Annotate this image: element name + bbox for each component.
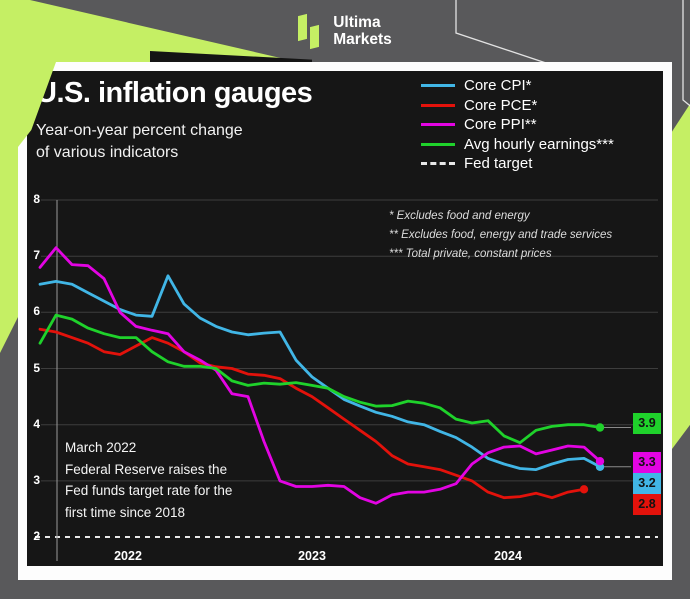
chart-panel: U.S. inflation gauges Year-on-year perce… <box>27 71 663 566</box>
logo-line1: Ultima <box>333 14 381 31</box>
legend-item-core-ppi: Core PPI** <box>421 115 614 135</box>
legend-item-core-cpi: Core CPI* <box>421 76 614 96</box>
legend-item-earnings: Avg hourly earnings*** <box>421 135 614 155</box>
legend-label: Avg hourly earnings*** <box>464 135 614 153</box>
y-axis-tick-4: 4 <box>33 417 40 431</box>
value-label-earnings: 3.9 <box>633 413 661 434</box>
legend-swatch-core-pce <box>421 103 455 107</box>
legend-swatch-core-cpi <box>421 84 455 88</box>
legend-swatch-core-ppi <box>421 123 455 127</box>
event-annotation: March 2022 Federal Reserve raises the Fe… <box>65 437 295 523</box>
ultima-markets-logo: Ultima Markets <box>298 12 392 50</box>
lime-strip-left <box>0 62 18 353</box>
y-axis-tick-3: 3 <box>33 473 40 487</box>
legend-label: Core PPI** <box>464 116 537 134</box>
value-label-core-pce: 2.8 <box>633 494 661 515</box>
x-axis-tick-2024: 2024 <box>494 549 522 563</box>
legend-label: Core CPI* <box>464 77 532 95</box>
x-axis-tick-2023: 2023 <box>298 549 326 563</box>
legend-item-core-pce: Core PCE* <box>421 96 614 116</box>
chart-subtitle-line2: of various indicators <box>36 144 179 161</box>
value-label-core-ppi: 3.3 <box>633 452 661 473</box>
legend-swatch-earnings <box>421 142 455 146</box>
chart-subtitle-line1: Year-on-year percent change <box>36 122 243 139</box>
annotation-line4: first time since 2018 <box>65 504 186 520</box>
y-axis-tick-5: 5 <box>33 361 40 375</box>
chart-frame: U.S. inflation gauges Year-on-year perce… <box>18 62 672 580</box>
logo-line2: Markets <box>333 31 392 48</box>
logo-bar-left <box>298 13 308 42</box>
legend-label: Core PCE* <box>464 96 538 114</box>
logo-bar-right <box>310 24 320 50</box>
footnote-3: *** Total private, constant prices <box>389 248 552 260</box>
brand-header: Ultima Markets <box>0 0 690 62</box>
chart-footnotes: * Excludes food and energy ** Excludes f… <box>389 207 612 264</box>
legend-swatch-fed-target-dashed <box>421 162 455 166</box>
annotation-line3: Fed funds target rate for the <box>65 483 233 498</box>
annotation-line2: Federal Reserve raises the <box>65 461 228 477</box>
dark-ribbon-edge <box>150 51 312 62</box>
value-label-core-cpi: 3.2 <box>633 473 661 494</box>
chart-subtitle: Year-on-year percent change of various i… <box>36 120 243 164</box>
legend-item-fed-target: Fed target <box>421 154 614 174</box>
y-axis-tick-6: 6 <box>33 304 40 318</box>
annotation-line1: March 2022 <box>65 440 137 455</box>
y-axis-tick-8: 8 <box>33 192 40 206</box>
legend-label: Fed target <box>464 155 533 173</box>
logo-wordmark: Ultima Markets <box>333 14 392 48</box>
y-axis-tick-7: 7 <box>33 248 40 262</box>
footnote-2: ** Excludes food, energy and trade servi… <box>389 229 613 241</box>
x-axis-tick-2022: 2022 <box>114 549 142 563</box>
ultima-markets-logo-icon <box>298 12 324 50</box>
footnote-1: * Excludes food and energy <box>389 210 530 222</box>
y-axis-tick-2: 2 <box>33 529 40 543</box>
lime-strip-right <box>672 104 690 449</box>
line-chart <box>35 199 658 561</box>
chart-legend: Core CPI* Core PCE* Core PPI** Avg hourl… <box>421 76 614 174</box>
chart-title: U.S. inflation gauges <box>36 77 313 109</box>
